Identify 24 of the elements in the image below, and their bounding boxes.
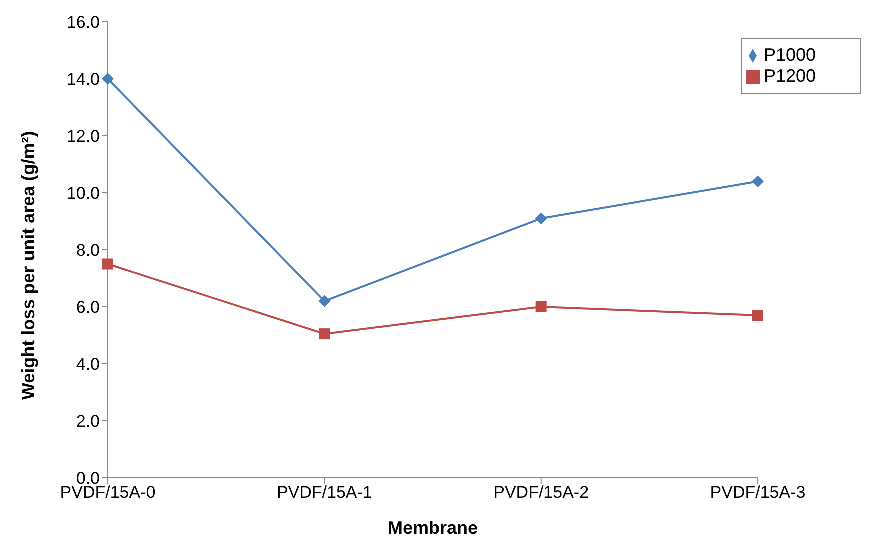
point — [535, 212, 548, 225]
y-tick-label: 10.0 — [66, 184, 100, 204]
x-tick-label: PVDF/15A-3 — [710, 483, 806, 502]
y-tick-label: 12.0 — [66, 127, 100, 146]
y-tick-label: 4.0 — [76, 355, 100, 374]
x-tick-label: PVDF/15A-0 — [60, 483, 156, 502]
point — [319, 328, 330, 340]
y-tick-label: 16.0 — [66, 13, 100, 32]
x-tick-label: PVDF/15A-1 — [276, 483, 372, 502]
legend-label: P1000 — [764, 45, 816, 65]
point — [536, 302, 547, 312]
x-axis-title: Membrane — [388, 518, 478, 538]
x-tick-label: PVDF/15A-2 — [494, 483, 590, 502]
y-tick-label: 6.0 — [76, 298, 100, 318]
point — [752, 310, 764, 322]
point — [752, 176, 764, 188]
point — [102, 258, 114, 270]
y-tick-label: 8.0 — [76, 241, 100, 260]
y-tick-label: 14.0 — [66, 70, 100, 90]
point — [102, 73, 114, 85]
y-tick-label: 2.0 — [76, 412, 100, 432]
legend-label: P1200 — [764, 66, 816, 86]
y-axis-title: Weight loss per unit area (g/m²) — [18, 131, 38, 400]
point — [318, 295, 331, 308]
